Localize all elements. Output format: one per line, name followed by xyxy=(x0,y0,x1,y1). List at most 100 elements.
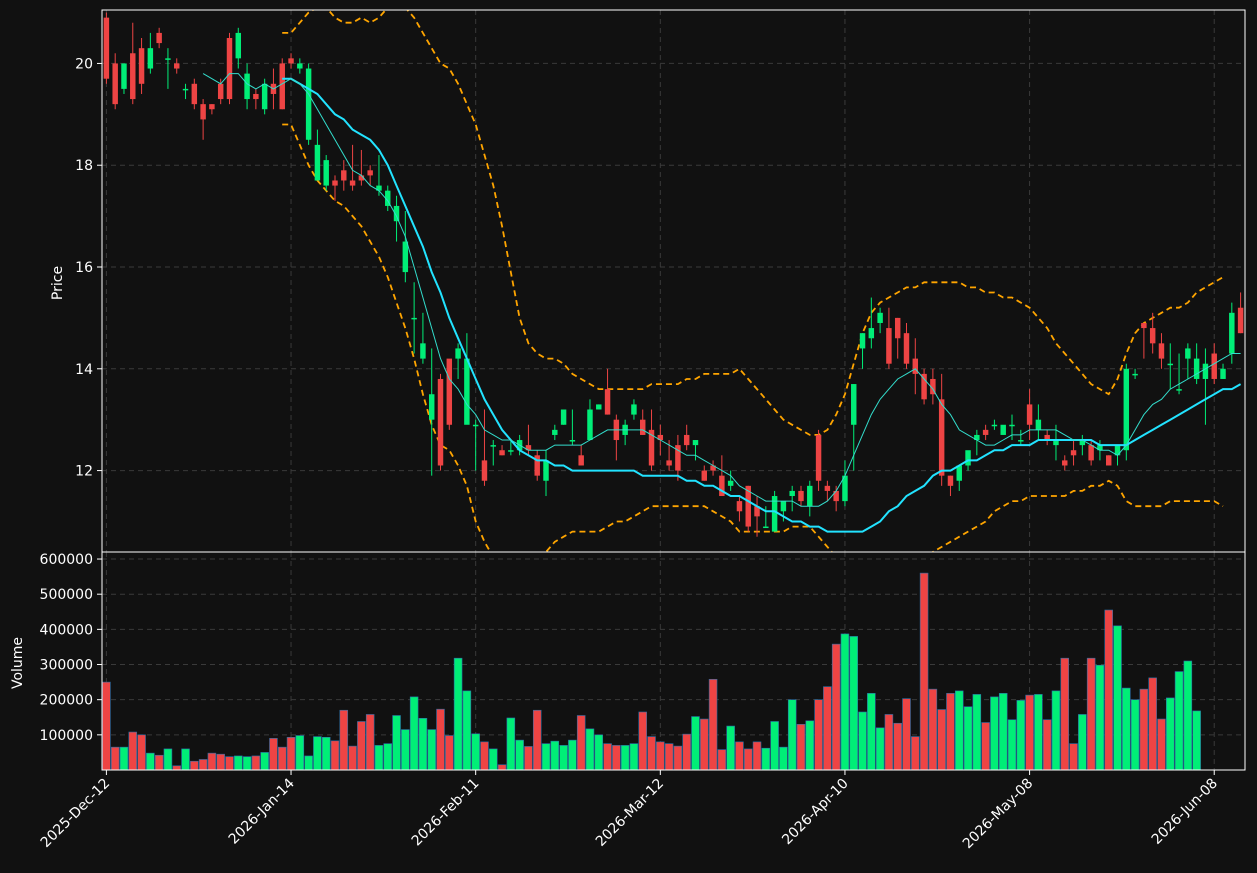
volume-bar xyxy=(1025,694,1034,771)
candle-body xyxy=(472,424,479,427)
candle-body xyxy=(226,37,233,100)
volume-bar xyxy=(691,716,700,771)
volume-bar xyxy=(207,752,217,771)
volume-tick-label: 100000 xyxy=(40,728,93,744)
volume-bar xyxy=(198,759,208,771)
candle-body xyxy=(525,445,532,451)
candle-body xyxy=(1211,353,1217,379)
volume-bar xyxy=(1034,694,1043,771)
volume-bar xyxy=(357,721,366,771)
volume-bar xyxy=(392,715,401,771)
volume-bar xyxy=(146,752,155,771)
candle-body xyxy=(894,317,901,339)
volume-bar xyxy=(295,735,305,771)
candle-body xyxy=(763,526,769,529)
volume-bar xyxy=(972,694,982,771)
volume-bar xyxy=(550,740,560,771)
volume-bar xyxy=(963,706,973,771)
candle-body xyxy=(156,32,162,44)
candle-body xyxy=(886,328,892,364)
volume-bar xyxy=(260,752,269,771)
volume-bar xyxy=(1130,699,1140,771)
price-tick-label: 18 xyxy=(75,158,93,174)
volume-bar xyxy=(612,745,621,771)
candle-body xyxy=(991,424,998,427)
candle-body xyxy=(297,63,303,69)
volume-bar xyxy=(269,738,278,771)
candle-body xyxy=(103,17,110,79)
price-tick-label: 12 xyxy=(75,464,93,480)
volume-bar xyxy=(251,755,261,771)
volume-bar xyxy=(348,745,357,771)
volume-bar xyxy=(946,693,955,771)
candle-body xyxy=(1229,312,1235,354)
candle-body xyxy=(648,429,655,466)
volume-bar xyxy=(524,746,533,771)
volume-bar xyxy=(603,743,612,771)
candle-body xyxy=(1088,445,1094,461)
candle-body xyxy=(754,506,760,517)
candle-body xyxy=(323,160,329,186)
candle-body xyxy=(1176,389,1182,391)
volume-tick-label: 200000 xyxy=(40,693,93,709)
candle-body xyxy=(666,460,672,466)
candle-body xyxy=(719,475,725,497)
volume-bar xyxy=(339,709,349,771)
candle-body xyxy=(745,485,751,527)
volume-bar xyxy=(365,714,375,771)
volume-bar xyxy=(796,723,806,771)
volume-bar xyxy=(515,739,524,771)
candle-body xyxy=(543,460,549,481)
candle-body xyxy=(305,68,312,140)
candle-body xyxy=(385,190,391,206)
candle-body xyxy=(604,389,611,415)
candle-body xyxy=(675,445,681,471)
candle-body xyxy=(1167,363,1173,366)
volume-bar xyxy=(128,731,138,771)
volume-bar xyxy=(497,764,507,771)
candle-body xyxy=(1149,328,1156,344)
volume-bar xyxy=(445,735,454,771)
volume-bar xyxy=(304,755,313,771)
candle-body xyxy=(349,180,356,186)
candle-body xyxy=(1141,322,1147,329)
candle-body xyxy=(569,440,576,442)
candle-body xyxy=(165,58,171,60)
candle-body xyxy=(798,490,804,502)
candle-body xyxy=(631,404,637,415)
volume-bar xyxy=(840,633,850,771)
candle-body xyxy=(701,470,707,481)
candle-body xyxy=(552,429,558,435)
candle-body xyxy=(982,429,989,435)
price-tick-label: 14 xyxy=(75,362,93,378)
volume-bar xyxy=(110,746,120,771)
price-axis: 12 14 16 18 20 xyxy=(75,56,102,480)
volume-bar xyxy=(163,748,173,771)
candle-body xyxy=(420,343,426,359)
volume-bar xyxy=(805,720,815,771)
candle-body xyxy=(455,348,461,359)
candle-body xyxy=(1097,445,1103,451)
volume-bar xyxy=(216,753,225,771)
candle-body xyxy=(428,394,435,420)
volume-bar xyxy=(858,711,867,771)
price-axis-label: Price xyxy=(50,266,66,300)
volume-bar xyxy=(673,745,683,771)
volume-bar xyxy=(234,755,243,771)
candle-body xyxy=(1193,358,1200,379)
volume-bar xyxy=(726,725,735,771)
upper-band-line xyxy=(282,10,1224,436)
price-tick-label: 16 xyxy=(75,260,93,276)
candle-body xyxy=(332,180,338,186)
volume-bar xyxy=(823,686,832,771)
volume-bar xyxy=(506,717,516,771)
candle-body xyxy=(464,358,470,425)
candle-body xyxy=(587,409,593,441)
candle-body xyxy=(508,450,514,452)
volume-bar xyxy=(172,765,181,771)
candle-body xyxy=(771,496,778,532)
candle-body xyxy=(490,445,496,447)
candle-body xyxy=(393,205,400,222)
candle-body xyxy=(903,333,910,364)
candle-body xyxy=(402,241,409,273)
